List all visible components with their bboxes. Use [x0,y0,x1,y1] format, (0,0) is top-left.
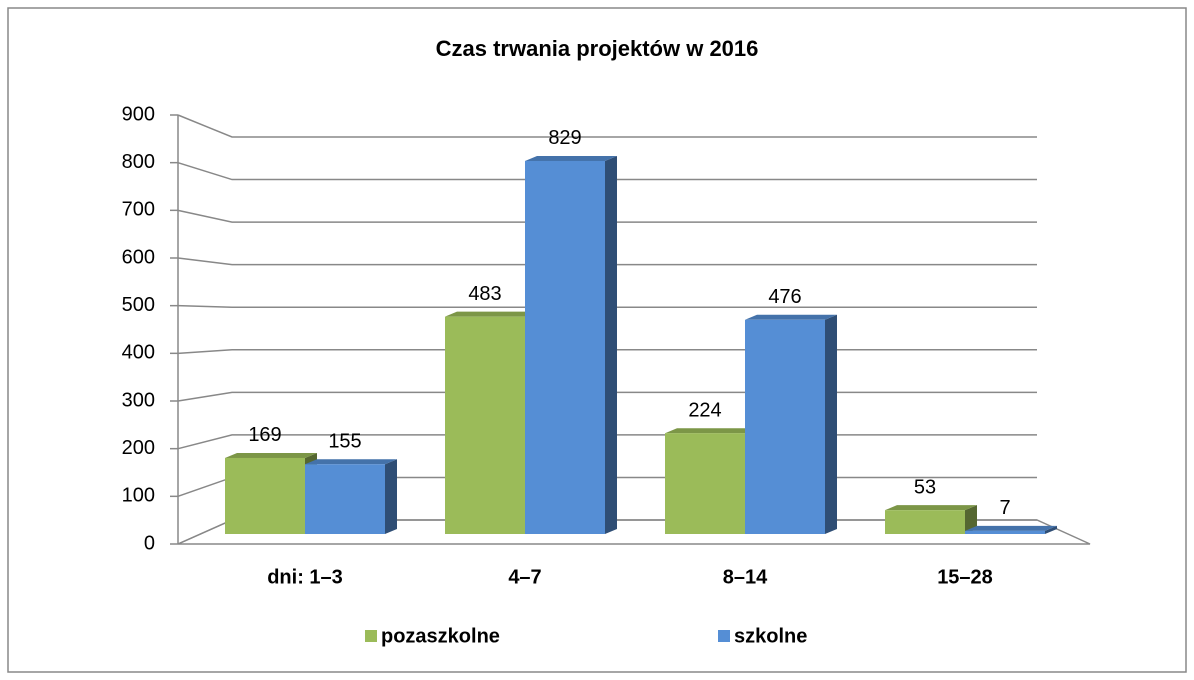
data-label: 829 [548,127,581,149]
bar [525,160,605,534]
x-tick-label: dni: 1–3 [267,566,343,588]
grid-line [177,304,1037,308]
legend-label: pozaszkolne [381,625,500,647]
bar-side [1045,525,1057,534]
grid-line [177,257,1037,266]
y-tick-label: 900 [122,103,155,125]
y-tick-label: 700 [122,199,155,221]
bar-top [305,459,397,465]
bar-top [885,505,977,511]
data-label: 483 [468,283,501,305]
bar-top [525,155,617,161]
bar [965,530,1045,534]
x-tick-label: 4–7 [508,566,541,588]
chart-title: Czas trwania projektów w 2016 [436,36,759,61]
grid-line [177,161,1037,181]
y-tick-label: 100 [122,485,155,507]
y-tick-label: 200 [122,437,155,459]
legend-label: szkolne [734,625,807,647]
data-label: 169 [248,424,281,446]
bar [305,464,385,534]
y-tick-label: 400 [122,342,155,364]
bar-side [825,314,837,534]
bar-top [965,525,1057,531]
legend-swatch [718,630,730,642]
y-tick-label: 500 [122,294,155,316]
bar [665,433,745,534]
bar-top [445,311,537,317]
y-tick-label: 300 [122,389,155,411]
bar [885,510,965,534]
data-label: 224 [688,399,721,421]
bar-top [225,452,317,458]
x-tick-label: 8–14 [723,566,768,588]
grid-line [177,209,1037,223]
bar-side [605,155,617,534]
bar-side [385,459,397,534]
y-tick-label: 600 [122,246,155,268]
bar [745,319,825,534]
bar [445,316,525,534]
data-label: 7 [999,497,1010,519]
bar [225,457,305,534]
y-tick-label: 800 [122,151,155,173]
data-label: 476 [768,286,801,308]
bar-top [665,428,757,434]
legend-swatch [365,630,377,642]
grid-line [177,114,1037,138]
data-label: 53 [914,476,936,498]
bar-top [745,314,837,320]
data-label: 155 [328,431,361,453]
bar-side [965,505,977,534]
y-tick-label: 0 [144,532,155,554]
x-tick-label: 15–28 [937,566,993,588]
